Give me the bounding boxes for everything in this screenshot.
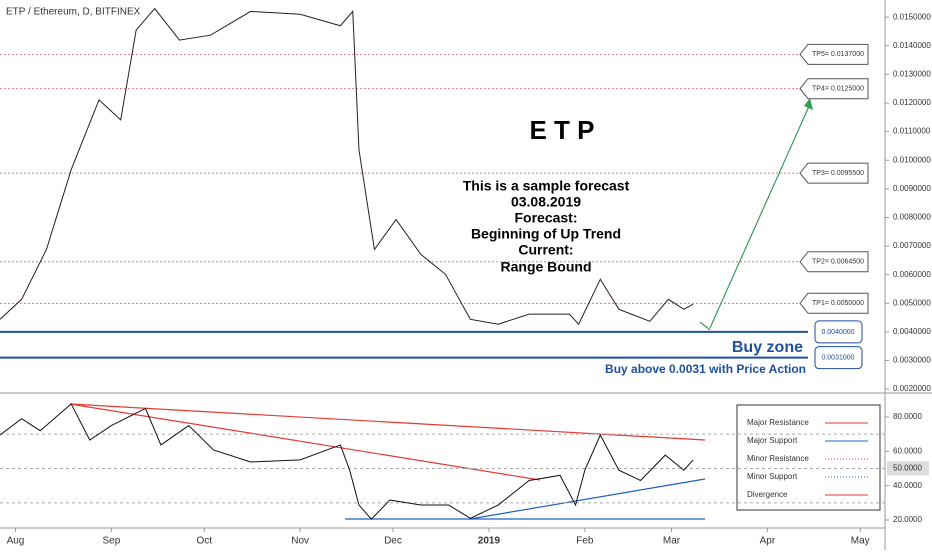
chart-title: ETP / Ethereum, D, BITFINEX [6, 7, 141, 18]
legend-label: Divergence [747, 490, 788, 499]
level-box [799, 292, 869, 314]
forecast-arrow [709, 103, 811, 329]
forecast-text: This is a sample forecast 03.08.2019 For… [463, 178, 630, 275]
annotation: Beginning of Up Trend [471, 226, 621, 242]
last-value-label: 50.0000 [893, 464, 922, 473]
arrow-head [804, 98, 813, 110]
y-tick-label: 0.0100000 [893, 155, 931, 164]
x-tick-label: May [851, 536, 870, 547]
level-label: TP2= 0.0064500 [812, 259, 864, 266]
series-line [0, 403, 694, 520]
annotation: Current: [518, 242, 573, 258]
y-tick-label: 0.0060000 [893, 270, 931, 279]
legend-label: Minor Resistance [747, 454, 809, 463]
level-box [814, 346, 863, 370]
legend-label: Major Support [747, 436, 798, 445]
x-tick-label: Sep [103, 536, 121, 547]
y-tick-label: 0.0030000 [893, 356, 931, 365]
annotation: This is a sample forecast [463, 178, 630, 194]
y-tick-label: 0.0130000 [893, 70, 931, 79]
level-label: TP3= 0.0095500 [812, 170, 864, 177]
series-line [0, 7, 694, 326]
y-tick-label: 20.0000 [893, 515, 922, 524]
annotation: Forecast: [514, 210, 577, 226]
x-tick-label: Apr [760, 536, 776, 547]
zone-label: Buy zone [732, 339, 803, 356]
level-box [814, 320, 863, 344]
y-tick-label: 0.0050000 [893, 298, 931, 307]
level-label: TP1= 0.0050000 [812, 300, 864, 307]
level-box [799, 251, 869, 273]
y-tick-label: 60.0000 [893, 446, 922, 455]
major-support [469, 478, 706, 520]
divergence-lines [69, 403, 706, 520]
level-label: 0.0031000 [821, 355, 854, 362]
divergence [69, 403, 541, 481]
y-tick-label: 0.0020000 [893, 384, 931, 393]
level-box [799, 43, 869, 65]
x-tick-label: Oct [196, 536, 212, 547]
x-tick-label: Feb [576, 536, 594, 547]
x-tick-label: 2019 [478, 536, 501, 547]
level-box [799, 162, 869, 184]
x-tick-label: Aug [7, 536, 25, 547]
level-label: 0.0040000 [821, 329, 854, 336]
x-tick-label: Nov [291, 536, 309, 547]
level-label: TP4= 0.0125000 [812, 86, 864, 93]
y-tick-label: 0.0080000 [893, 213, 931, 222]
x-tick-label: Dec [384, 536, 402, 547]
major-resistance [69, 403, 706, 441]
zone-note: Buy above 0.0031 with Price Action [605, 362, 806, 376]
level-box [799, 78, 869, 100]
y-tick-label: 0.0040000 [893, 327, 931, 336]
y-tick-label: 0.0070000 [893, 241, 931, 250]
annotation: Range Bound [501, 259, 592, 275]
symbol: E T P [529, 115, 594, 145]
y-tick-label: 0.0120000 [893, 98, 931, 107]
legend-label: Major Resistance [747, 418, 809, 427]
annotation: 03.08.2019 [511, 194, 581, 210]
y-tick-label: 0.0150000 [893, 12, 931, 21]
legend-label: Minor Support [747, 472, 798, 481]
y-tick-label: 0.0110000 [893, 127, 931, 136]
level-label: TP5= 0.0137000 [812, 51, 864, 58]
x-tick-label: Mar [663, 536, 681, 547]
last-value-box [887, 461, 929, 476]
y-tick-label: 0.0090000 [893, 184, 931, 193]
y-tick-label: 0.0140000 [893, 41, 931, 50]
y-tick-label: 40.0000 [893, 481, 922, 490]
arrow-tail [699, 321, 711, 331]
y-tick-label: 80.0000 [893, 412, 922, 421]
